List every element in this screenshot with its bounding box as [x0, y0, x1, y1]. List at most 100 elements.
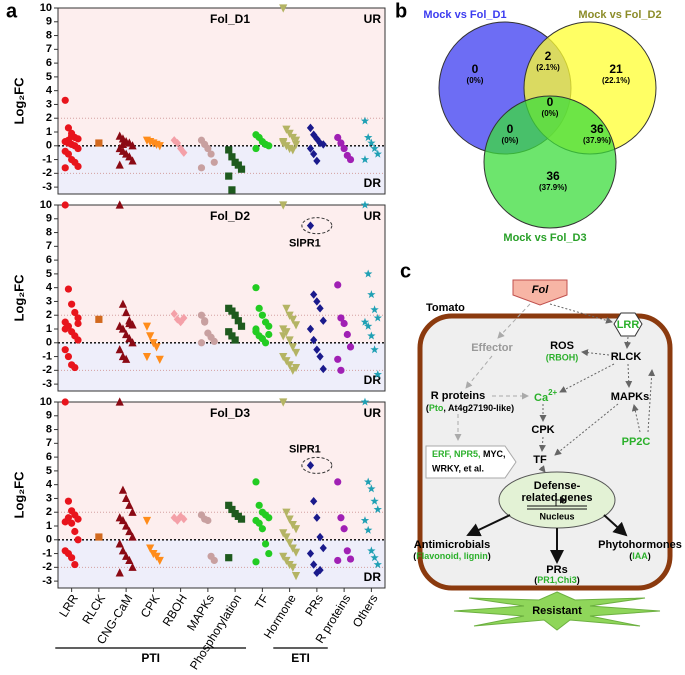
- point: [306, 461, 315, 470]
- point: [95, 533, 103, 541]
- point: [370, 496, 379, 505]
- up-label: UR: [364, 406, 382, 420]
- chart-title: Fol_D2: [210, 209, 250, 223]
- y-tick-label: -1: [42, 350, 52, 362]
- y-tick-label: 7: [46, 240, 52, 252]
- y-tick-label: 4: [46, 479, 53, 491]
- point: [115, 160, 124, 169]
- point: [115, 345, 124, 354]
- point: [373, 149, 382, 158]
- arrow: [466, 514, 511, 537]
- pathogen-shape: [512, 279, 568, 306]
- venn-percent: (37.9%): [583, 136, 611, 145]
- point: [337, 366, 345, 374]
- down-region: [58, 539, 385, 588]
- point: [363, 321, 373, 330]
- prs: PRs: [546, 564, 567, 576]
- point: [177, 512, 185, 521]
- y-tick-label: 6: [46, 57, 52, 69]
- point: [367, 484, 376, 493]
- point: [288, 544, 297, 553]
- arrow: [624, 336, 632, 349]
- point: [237, 165, 246, 173]
- point: [125, 334, 134, 343]
- point: [61, 201, 69, 209]
- point: [155, 142, 164, 151]
- r-proteins: R proteins: [431, 390, 485, 402]
- point: [360, 116, 370, 125]
- point: [118, 485, 128, 494]
- point: [68, 300, 76, 308]
- point: [74, 319, 82, 328]
- chart-title: Fol_D3: [210, 406, 250, 420]
- point: [74, 162, 82, 171]
- group-label: PTI: [141, 651, 160, 665]
- y-tick-label: -3: [42, 575, 52, 587]
- venn-count: 0: [547, 95, 554, 109]
- point: [370, 144, 379, 153]
- point: [306, 144, 315, 153]
- point: [310, 497, 318, 506]
- point: [282, 357, 291, 366]
- point: [285, 361, 294, 370]
- venn-set-label: Mock vs Fol_D1: [423, 9, 506, 21]
- point: [146, 332, 155, 341]
- venn-percent: (0%): [467, 76, 484, 85]
- point: [237, 515, 246, 523]
- x-tick-label: CPK: [138, 592, 163, 620]
- point: [291, 525, 301, 534]
- point: [142, 352, 152, 362]
- point: [282, 556, 291, 566]
- tf-list: ERF, NPR5, MYC,: [432, 449, 506, 459]
- venn-count: 0: [507, 122, 514, 136]
- point: [370, 305, 379, 314]
- point: [360, 397, 370, 406]
- y-tick-label: 1: [46, 323, 52, 335]
- point: [282, 508, 291, 517]
- point: [252, 284, 260, 292]
- point: [340, 144, 348, 153]
- point: [279, 552, 288, 561]
- rlck: RLCK: [611, 351, 642, 363]
- tf: TF: [533, 454, 547, 466]
- down-label: DR: [364, 570, 382, 584]
- point: [373, 560, 382, 569]
- point: [68, 132, 76, 140]
- y-tick-label: 10: [40, 396, 52, 408]
- point: [228, 505, 236, 514]
- point: [367, 138, 376, 147]
- point: [61, 164, 69, 172]
- point: [210, 158, 218, 166]
- tf-list-part: ERF, NPR5,: [432, 449, 481, 459]
- point: [201, 317, 209, 325]
- resistant-burst: [453, 591, 661, 631]
- point: [334, 281, 342, 289]
- point: [149, 339, 158, 348]
- arrow: [603, 514, 628, 537]
- ros: ROS: [550, 340, 574, 352]
- point: [337, 139, 345, 147]
- point: [288, 146, 297, 155]
- point: [210, 337, 218, 345]
- y-tick-label: 5: [46, 268, 52, 280]
- point: [360, 317, 370, 326]
- point: [170, 513, 178, 522]
- point: [310, 290, 318, 299]
- point: [288, 521, 297, 530]
- y-tick-label: 2: [46, 112, 52, 124]
- point: [337, 514, 345, 522]
- point: [334, 355, 342, 363]
- point: [115, 200, 124, 209]
- detail-part: (: [629, 551, 632, 561]
- phytohormones: Phytohormones: [598, 539, 682, 551]
- panel-label: b: [395, 0, 407, 22]
- venn-count: 36: [546, 169, 560, 183]
- detail-part: PR1,Chi3: [537, 575, 577, 585]
- y-axis-label: Log₂FC: [11, 274, 26, 322]
- lrr-shape: [613, 312, 643, 337]
- point: [155, 355, 164, 364]
- detail-part: ): [488, 551, 491, 561]
- point: [306, 549, 315, 558]
